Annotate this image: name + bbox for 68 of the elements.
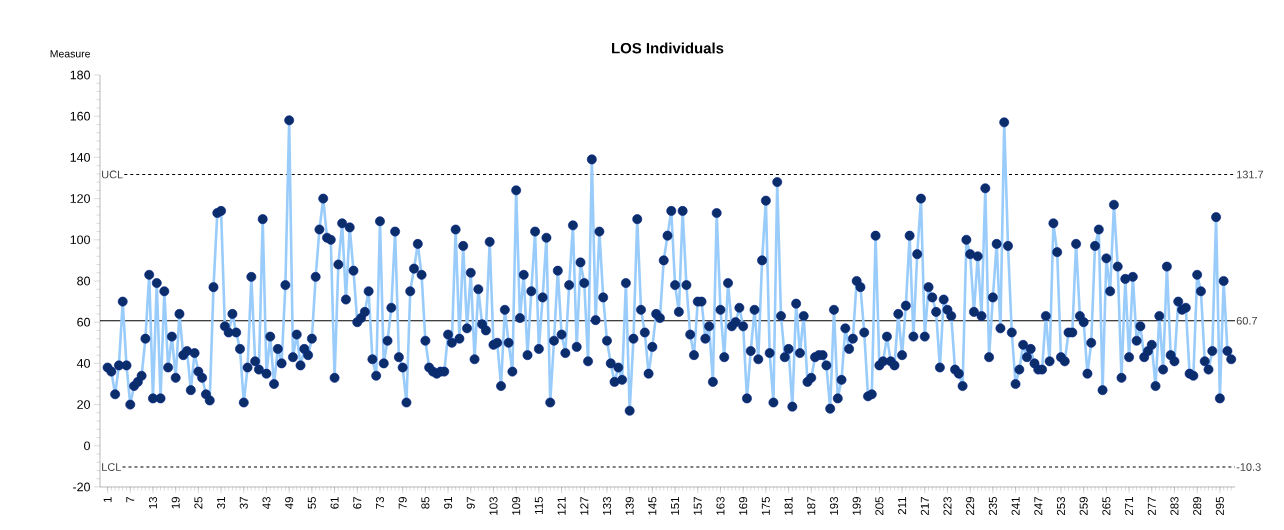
x-tick-label: 217: [920, 497, 929, 516]
x-tick-label: 235: [988, 496, 997, 516]
x-tick-label: 259: [1079, 497, 1088, 516]
x-tick-label: 193: [829, 497, 839, 515]
y-tick-label: 0: [84, 441, 90, 451]
x-tick-label: 241: [1011, 497, 1020, 516]
x-tick-label: 199: [852, 497, 861, 515]
x-tick-label: 151: [671, 497, 680, 515]
x-tick-label: 127: [580, 497, 589, 515]
x-tick-label: 133: [602, 497, 612, 515]
x-tick-label: 1: [103, 497, 112, 502]
x-tick-label: 37: [239, 497, 248, 509]
y-tick-label: -20: [73, 482, 90, 492]
x-tick-label: 43: [262, 497, 271, 509]
y-tick-label: 140: [70, 152, 90, 162]
x-tick-label: 229: [966, 497, 975, 516]
x-tick-label: 157: [693, 497, 702, 515]
chart-title: LOS Individuals: [612, 42, 724, 54]
x-tick-label: 175: [761, 496, 770, 515]
text: 60.7: [1236, 316, 1257, 325]
x-tick-label: 115: [534, 496, 543, 514]
x-tick-label: 253: [1056, 497, 1066, 516]
x-tick-label: 181: [784, 497, 793, 515]
x-tick-label: 205: [875, 496, 884, 516]
x-tick-label: 145: [648, 496, 657, 515]
x-tick-label: 73: [375, 497, 385, 509]
x-tick-label: 289: [1193, 497, 1202, 516]
x-tick-label: 13: [148, 497, 158, 509]
x-tick-label: 271: [1125, 497, 1134, 516]
y-tick-label: 120: [70, 194, 90, 203]
y-tick-label: 40: [76, 358, 90, 368]
y-tick-label: 180: [70, 70, 90, 80]
x-tick-label: 79: [398, 497, 407, 509]
y-tick-label: 160: [70, 111, 90, 121]
y-tick-label: 100: [70, 235, 90, 245]
x-tick-label: 25: [194, 496, 203, 509]
x-tick-label: 49: [285, 497, 294, 509]
x-tick-label: 187: [807, 497, 816, 515]
text: -10.3: [1236, 463, 1261, 471]
x-tick-label: 61: [330, 497, 339, 509]
x-tick-label: 91: [444, 497, 453, 509]
x-tick-label: 31: [217, 497, 226, 509]
x-tick-label: 277: [1147, 497, 1156, 516]
x-tick-label: 223: [943, 497, 952, 516]
y-axis-title: Measure: [50, 50, 91, 58]
y-tick-label: 20: [77, 400, 90, 409]
ref-line-label: LCL: [102, 463, 121, 471]
y-tick-label: 80: [77, 276, 90, 286]
x-tick-label: 103: [489, 497, 498, 515]
x-tick-label: 7: [126, 497, 135, 503]
x-tick-label: 265: [1102, 496, 1111, 516]
x-tick-label: 283: [1170, 497, 1179, 516]
x-tick-label: 109: [512, 497, 521, 515]
x-tick-label: 295: [1215, 496, 1224, 516]
x-tick-label: 19: [171, 497, 180, 509]
x-tick-label: 247: [1034, 497, 1043, 516]
x-tick-label: 67: [353, 497, 362, 509]
ref-line-label: UCL: [102, 170, 123, 179]
x-tick-label: 121: [557, 497, 566, 515]
x-tick-label: 163: [716, 497, 725, 515]
x-tick-label: 85: [421, 496, 430, 509]
x-tick-label: 211: [898, 497, 907, 515]
text: 131.7: [1237, 170, 1264, 179]
x-tick-label: 97: [466, 497, 475, 509]
x-tick-label: 55: [307, 496, 316, 509]
x-tick-label: 169: [739, 497, 748, 515]
x-tick-label: 139: [625, 497, 634, 515]
y-tick-label: 60: [77, 317, 90, 327]
